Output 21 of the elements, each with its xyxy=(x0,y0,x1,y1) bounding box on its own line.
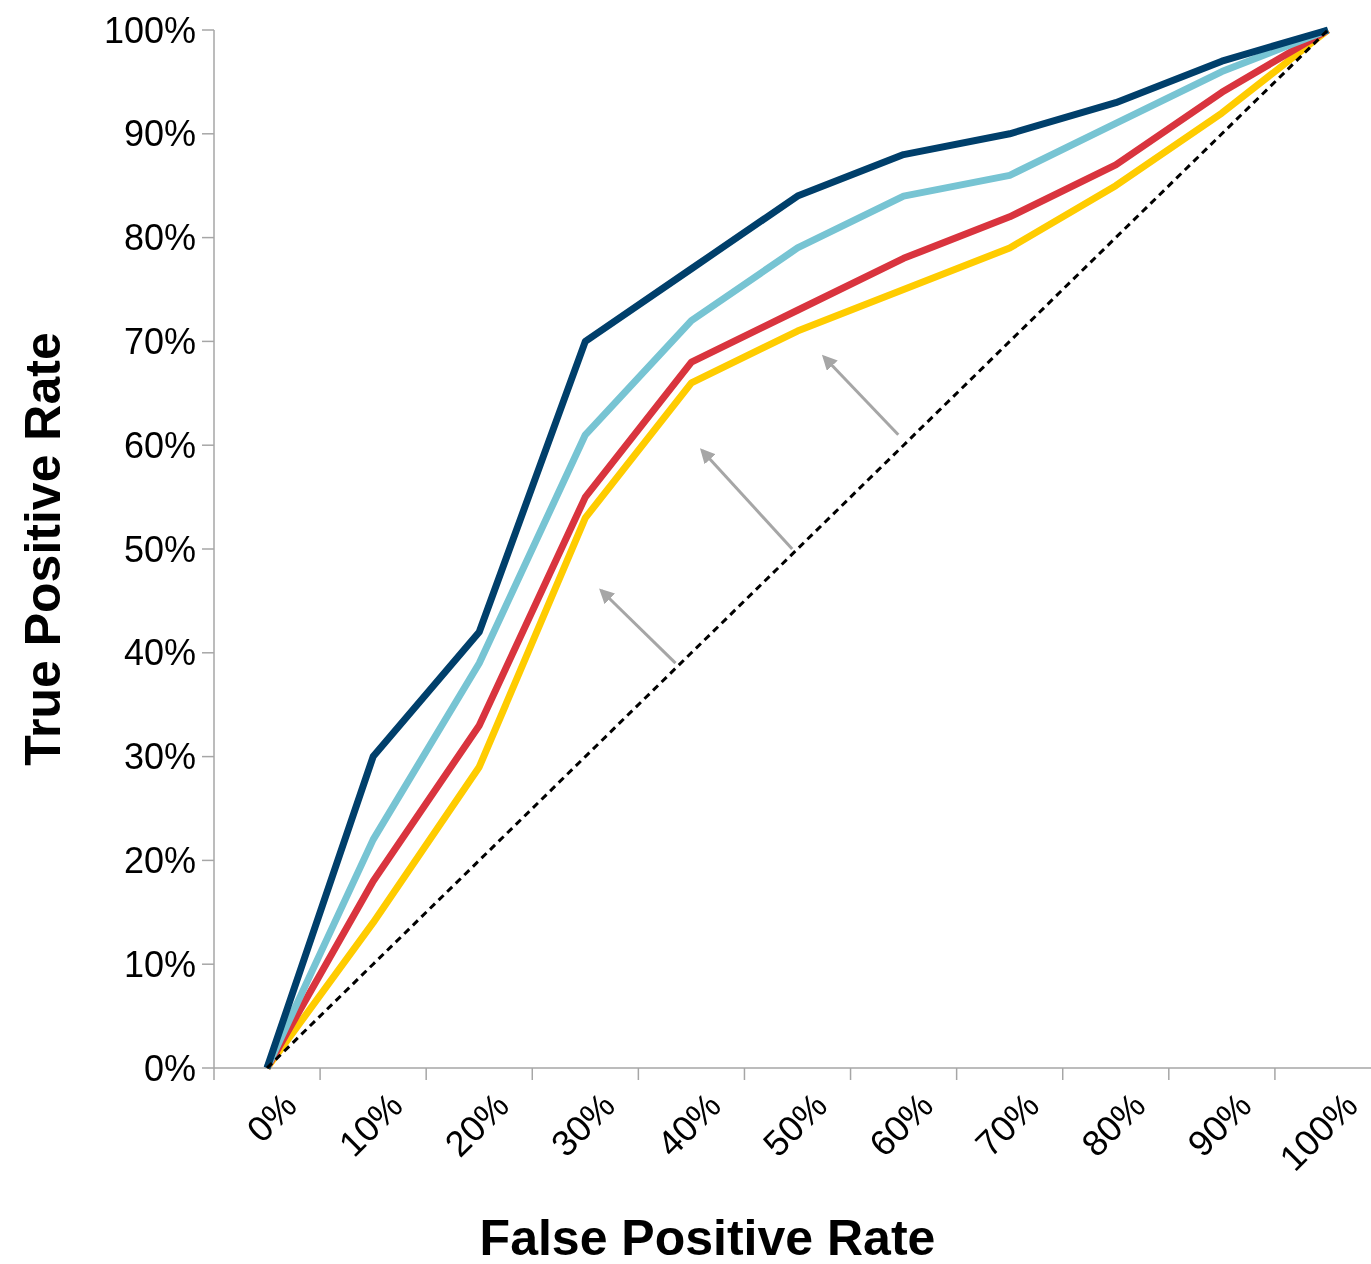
x-tick-label: 90% xyxy=(1179,1084,1260,1165)
x-tick-label: 0% xyxy=(238,1084,305,1151)
y-tick-label: 50% xyxy=(123,528,196,570)
x-tick-label: 60% xyxy=(861,1084,942,1165)
y-tick-label: 90% xyxy=(123,113,196,155)
y-tick-label: 20% xyxy=(123,840,196,881)
y-tick-label: 0% xyxy=(143,1047,196,1089)
x-tick-label: 40% xyxy=(648,1084,729,1165)
x-axis-title: False Positive Rate xyxy=(479,1210,936,1264)
y-tick-label: 70% xyxy=(123,321,196,362)
x-tick-label: 80% xyxy=(1073,1084,1154,1165)
y-tick-label: 10% xyxy=(123,943,196,985)
y-axis-title: True Positive Rate xyxy=(15,332,71,766)
x-tick-label: 30% xyxy=(542,1084,623,1165)
y-tick-label: 40% xyxy=(123,632,196,674)
x-tick-label: 50% xyxy=(755,1084,835,1165)
y-tick-label: 80% xyxy=(123,217,196,259)
y-tick-label: 60% xyxy=(123,424,196,466)
y-tick-label: 30% xyxy=(123,736,196,778)
y-tick-label: 100% xyxy=(103,9,196,51)
x-tick-label: 70% xyxy=(967,1084,1048,1165)
